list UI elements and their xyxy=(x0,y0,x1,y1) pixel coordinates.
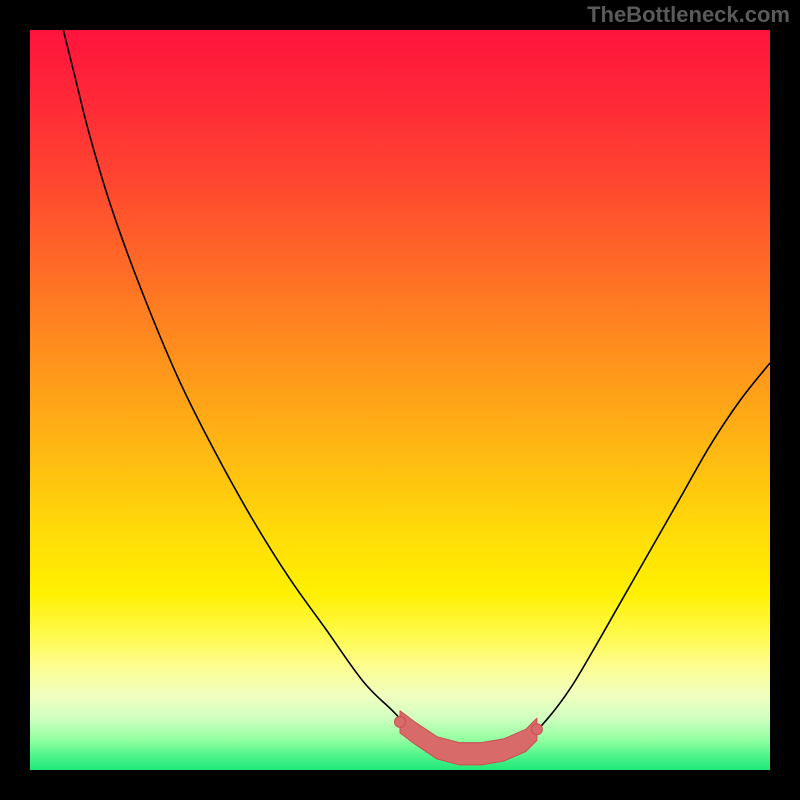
plot-area xyxy=(30,30,770,770)
chart-container: TheBottleneck.com xyxy=(0,0,800,800)
band-end-left xyxy=(395,716,406,727)
band-end-right xyxy=(531,724,542,735)
gradient-background xyxy=(30,30,770,770)
bottleneck-curve-chart xyxy=(30,30,770,770)
watermark-text: TheBottleneck.com xyxy=(587,2,790,28)
